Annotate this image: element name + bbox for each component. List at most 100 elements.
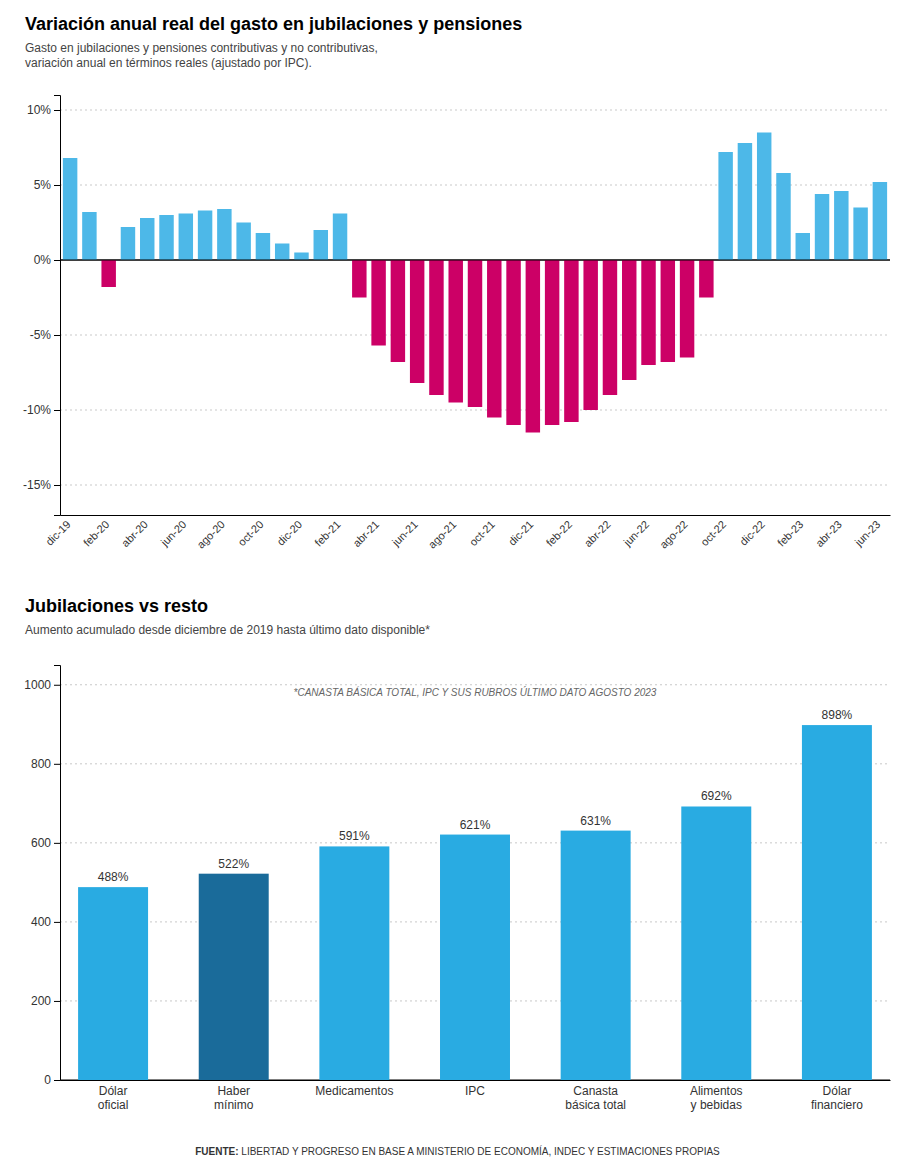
subtitle: Gasto en jubilaciones y pensiones contri… bbox=[25, 41, 378, 55]
title: Variación anual real del gasto en jubila… bbox=[25, 14, 522, 34]
x-tick: abr-22 bbox=[582, 518, 613, 549]
y-tick-label: 10% bbox=[27, 103, 51, 117]
x-tick: dic-21 bbox=[506, 518, 536, 548]
y-tick: -10% bbox=[23, 403, 60, 417]
x-tick-label: Canastabásica total bbox=[565, 1084, 626, 1112]
bar bbox=[440, 835, 510, 1080]
x-tick-label-line: Canasta bbox=[573, 1084, 618, 1098]
y-tick-label: 200 bbox=[31, 994, 51, 1008]
x-tick-label-line: financiero bbox=[811, 1098, 863, 1112]
x-axis-line bbox=[61, 515, 891, 516]
data-label: 631% bbox=[580, 814, 611, 828]
bar bbox=[834, 191, 848, 260]
x-tick-label: Medicamentos bbox=[315, 1084, 393, 1098]
y-tick: 0 bbox=[44, 1073, 60, 1087]
x-tick-label: abr-23 bbox=[813, 518, 844, 549]
x-tick: Alimentosy bebidas bbox=[690, 1084, 743, 1112]
bar bbox=[757, 133, 771, 261]
subtitle: variación anual en términos reales (ajus… bbox=[25, 56, 312, 70]
x-tick: jun-21 bbox=[389, 518, 420, 549]
y-tick-mark bbox=[54, 685, 60, 686]
y-tick: 400 bbox=[31, 915, 60, 929]
x-tick: feb-20 bbox=[81, 518, 112, 549]
x-tick: jun-23 bbox=[852, 518, 883, 549]
bar bbox=[448, 260, 462, 403]
bars bbox=[78, 725, 872, 1080]
x-tick: Canastabásica total bbox=[565, 1084, 626, 1112]
x-tick-label: dic-21 bbox=[506, 518, 536, 548]
y-tick-mark bbox=[54, 1001, 60, 1002]
x-tick-label: Dólaroficial bbox=[98, 1084, 129, 1112]
bar bbox=[352, 260, 366, 298]
data-label: 522% bbox=[218, 857, 249, 871]
bar bbox=[718, 152, 732, 260]
x-tick-label: feb-22 bbox=[544, 518, 575, 549]
x-tick-label: oct-22 bbox=[698, 518, 728, 548]
x-tick-label: abr-21 bbox=[350, 518, 381, 549]
x-tick: oct-20 bbox=[236, 518, 266, 548]
bar bbox=[101, 260, 115, 287]
y-tick-label: -15% bbox=[23, 478, 51, 492]
y-tick-label: 5% bbox=[34, 178, 52, 192]
y-tick-mark bbox=[54, 110, 60, 111]
zero-line bbox=[60, 259, 890, 260]
x-tick: Habermínimo bbox=[214, 1084, 254, 1112]
grid bbox=[60, 685, 890, 1080]
x-tick-label: Habermínimo bbox=[214, 1084, 254, 1112]
y-axis-line bbox=[54, 666, 61, 1081]
x-tick-label: jun-22 bbox=[620, 518, 651, 549]
bar bbox=[140, 218, 154, 260]
x-tick: Dólarfinanciero bbox=[811, 1084, 863, 1112]
x-tick: IPC bbox=[465, 1084, 485, 1098]
x-tick: jun-20 bbox=[158, 518, 189, 549]
y-tick: 800 bbox=[31, 757, 60, 771]
bar bbox=[641, 260, 655, 365]
x-axis-line bbox=[61, 1080, 891, 1081]
bar bbox=[179, 214, 193, 261]
x-tick: oct-21 bbox=[467, 518, 497, 548]
x-tick-label: abr-22 bbox=[582, 518, 613, 549]
x-tick-label-line: básica total bbox=[565, 1098, 626, 1112]
y-tick: 10% bbox=[27, 103, 60, 117]
bar bbox=[506, 260, 520, 425]
bar bbox=[159, 215, 173, 260]
bar bbox=[294, 253, 308, 261]
x-tick: oct-22 bbox=[698, 518, 728, 548]
chart-root: Variación anual real del gasto en jubila… bbox=[0, 0, 915, 1169]
y-tick-label: 800 bbox=[31, 757, 51, 771]
x-tick: abr-21 bbox=[350, 518, 381, 549]
bar bbox=[561, 831, 631, 1080]
bar bbox=[738, 143, 752, 260]
bar bbox=[776, 173, 790, 260]
y-tick-mark bbox=[54, 843, 60, 844]
x-tick: ago-20 bbox=[194, 518, 227, 551]
bar bbox=[487, 260, 501, 418]
bar bbox=[681, 806, 751, 1080]
y-tick: -5% bbox=[30, 328, 60, 342]
bar bbox=[78, 887, 148, 1080]
bar bbox=[121, 227, 135, 260]
x-tick-label-line: oficial bbox=[98, 1098, 129, 1112]
bar bbox=[333, 214, 347, 261]
data-label: 898% bbox=[822, 708, 853, 722]
x-tick-label-line: mínimo bbox=[214, 1098, 254, 1112]
bar bbox=[371, 260, 385, 346]
y-tick-mark bbox=[54, 764, 60, 765]
bar bbox=[545, 260, 559, 425]
x-tick: feb-22 bbox=[544, 518, 575, 549]
footer-part: FUENTE: bbox=[195, 1146, 238, 1157]
bar bbox=[468, 260, 482, 407]
x-tick-label: dic-22 bbox=[737, 518, 767, 548]
grid-line bbox=[60, 110, 890, 111]
y-tick-mark bbox=[54, 922, 60, 923]
x-tick-label: jun-20 bbox=[158, 518, 189, 549]
bar bbox=[583, 260, 597, 410]
grid-line bbox=[60, 485, 890, 486]
x-tick: abr-20 bbox=[119, 518, 150, 549]
bar bbox=[603, 260, 617, 395]
x-tick: Dólaroficial bbox=[98, 1084, 129, 1112]
bar bbox=[319, 846, 389, 1080]
grid-line bbox=[60, 684, 890, 685]
x-tick-label: Dólarfinanciero bbox=[811, 1084, 863, 1112]
x-tick: ago-21 bbox=[426, 518, 459, 551]
